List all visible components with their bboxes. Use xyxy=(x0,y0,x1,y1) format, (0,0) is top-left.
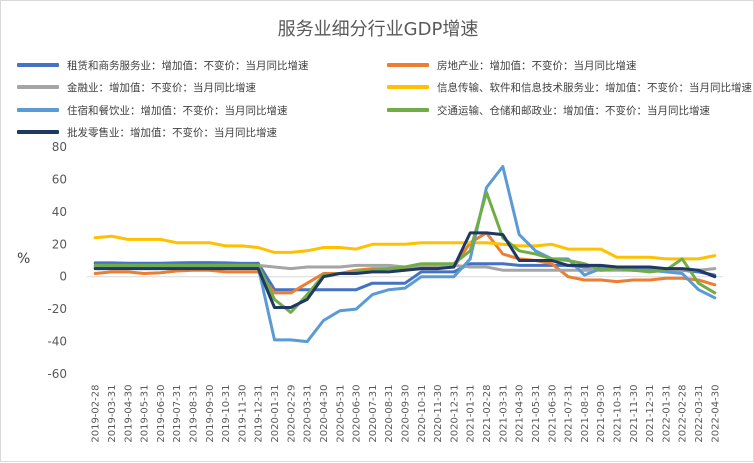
legend-swatch xyxy=(17,108,59,112)
x-tick-label: 2020-12-31 xyxy=(449,385,460,443)
y-tick-label: 20 xyxy=(52,237,67,251)
x-tick-label: 2020-06-30 xyxy=(352,385,363,443)
legend-label: 交通运输、仓储和邮政业：增加值：不变价：当月同比增速 xyxy=(437,104,710,117)
y-tick-label: 0 xyxy=(59,270,67,284)
legend-label: 信息传输、软件和信息技术服务业：增加值：不变价：当月同比增速 xyxy=(437,81,752,94)
x-tick-label: 2021-10-31 xyxy=(613,385,624,443)
x-tick-label: 2020-02-29 xyxy=(286,385,297,443)
series-line xyxy=(93,231,717,309)
series-line xyxy=(93,165,717,344)
y-tick-label: -60 xyxy=(47,367,67,381)
legend-item: 交通运输、仓储和邮政业：增加值：不变价：当月同比增速 xyxy=(387,103,710,117)
y-tick-label: 60 xyxy=(52,172,67,186)
legend-item: 信息传输、软件和信息技术服务业：增加值：不变价：当月同比增速 xyxy=(387,80,752,94)
y-tick-label: -40 xyxy=(47,335,67,349)
x-tick-label: 2021-09-30 xyxy=(596,385,607,443)
y-axis-label: % xyxy=(17,251,31,267)
x-tick-label: 2020-07-31 xyxy=(368,385,379,443)
x-tick-label: 2020-05-31 xyxy=(335,385,346,443)
x-tick-label: 2019-10-31 xyxy=(221,385,232,443)
x-tick-label: 2021-01-31 xyxy=(466,385,477,443)
legend-item: 批发零售业：增加值：不变价：当月同比增速 xyxy=(17,125,277,139)
x-tick-label: 2021-05-31 xyxy=(531,385,542,443)
x-tick-label: 2019-06-30 xyxy=(156,385,167,443)
legend-item: 租赁和商务服务业：增加值：不变价：当月同比增速 xyxy=(17,58,309,72)
legend-item: 住宿和餐饮业：增加值：不变价：当月同比增速 xyxy=(17,103,288,117)
x-tick-label: 2019-05-31 xyxy=(140,385,151,443)
x-tick-label: 2019-08-31 xyxy=(189,385,200,443)
x-tick-label: 2021-07-31 xyxy=(564,385,575,443)
legend-swatch xyxy=(387,108,429,112)
legend-swatch xyxy=(387,63,429,67)
x-tick-label: 2019-03-31 xyxy=(107,385,118,443)
x-tick-label: 2020-08-31 xyxy=(384,385,395,443)
x-tick-label: 2020-09-30 xyxy=(401,385,412,443)
y-tick-label: 40 xyxy=(52,205,67,219)
series-line xyxy=(93,190,717,314)
series-line xyxy=(93,231,717,295)
x-tick-label: 2019-07-31 xyxy=(172,385,183,443)
y-tick-label: -20 xyxy=(47,302,67,316)
legend-label: 租赁和商务服务业：增加值：不变价：当月同比增速 xyxy=(67,59,309,72)
x-tick-label: 2020-10-31 xyxy=(417,385,428,443)
legend-label: 房地产业：增加值：不变价：当月同比增速 xyxy=(437,59,637,72)
x-tick-label: 2022-02-28 xyxy=(678,385,689,443)
x-tick-label: 2019-09-30 xyxy=(205,385,216,443)
x-tick-label: 2021-03-31 xyxy=(498,385,509,443)
x-tick-label: 2020-11-30 xyxy=(433,385,444,443)
x-tick-label: 2020-03-31 xyxy=(303,385,314,443)
x-tick-label: 2019-04-30 xyxy=(123,385,134,443)
legend-label: 住宿和餐饮业：增加值：不变价：当月同比增速 xyxy=(67,104,288,117)
x-tick-label: 2022-03-31 xyxy=(694,385,705,443)
x-tick-label: 2019-11-30 xyxy=(237,385,248,443)
x-tick-label: 2021-06-30 xyxy=(547,385,558,443)
x-tick-label: 2020-04-30 xyxy=(319,385,330,443)
series-line xyxy=(93,234,717,261)
legend-swatch xyxy=(387,85,429,89)
legend-label: 批发零售业：增加值：不变价：当月同比增速 xyxy=(67,126,277,139)
legend-label: 金融业：增加值：不变价：当月同比增速 xyxy=(67,81,256,94)
x-tick-label: 2021-08-31 xyxy=(580,385,591,443)
chart-title: 服务业细分行业GDP增速 xyxy=(277,19,479,40)
x-tick-label: 2022-04-30 xyxy=(710,385,721,443)
x-tick-label: 2021-12-31 xyxy=(645,385,656,443)
x-tick-label: 2021-02-28 xyxy=(482,385,493,443)
legend-swatch xyxy=(17,85,59,89)
x-tick-label: 2019-12-31 xyxy=(254,385,265,443)
legend-swatch xyxy=(17,130,59,134)
x-tick-label: 2020-01-31 xyxy=(270,385,281,443)
x-tick-label: 2021-11-30 xyxy=(629,385,640,443)
legend-item: 金融业：增加值：不变价：当月同比增速 xyxy=(17,80,256,94)
y-tick-label: 80 xyxy=(52,140,67,154)
legend-swatch xyxy=(17,63,59,67)
legend-item: 房地产业：增加值：不变价：当月同比增速 xyxy=(387,58,637,72)
x-tick-label: 2022-01-31 xyxy=(661,385,672,443)
x-tick-label: 2019-02-28 xyxy=(91,385,102,443)
x-tick-label: 2021-04-30 xyxy=(515,385,526,443)
